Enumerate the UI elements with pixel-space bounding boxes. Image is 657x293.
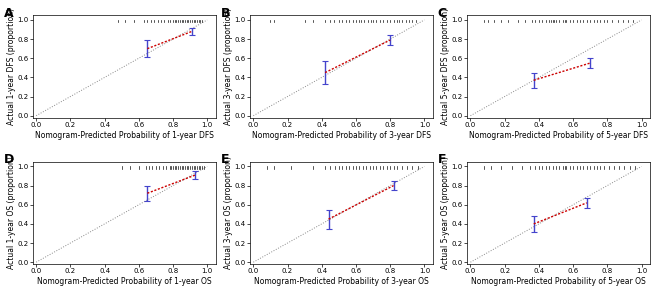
X-axis label: Nomogram-Predicted Probability of 3-year OS: Nomogram-Predicted Probability of 3-year… — [254, 277, 429, 286]
Text: C: C — [438, 7, 447, 20]
X-axis label: Nomogram-Predicted Probability of 3-year DFS: Nomogram-Predicted Probability of 3-year… — [252, 131, 431, 139]
Text: D: D — [3, 154, 14, 166]
X-axis label: Nomogram-Predicted Probability of 1-year OS: Nomogram-Predicted Probability of 1-year… — [37, 277, 212, 286]
Text: A: A — [3, 7, 13, 20]
Y-axis label: Actual 1-year OS (proportion): Actual 1-year OS (proportion) — [7, 156, 16, 269]
Y-axis label: Actual 5-year OS (proportion): Actual 5-year OS (proportion) — [442, 156, 450, 269]
X-axis label: Nomogram-Predicted Probability of 1-year DFS: Nomogram-Predicted Probability of 1-year… — [35, 131, 214, 139]
Text: B: B — [221, 7, 230, 20]
Y-axis label: Actual 3-year OS (proportion): Actual 3-year OS (proportion) — [224, 156, 233, 269]
X-axis label: Nomogram-Predicted Probability of 5-year OS: Nomogram-Predicted Probability of 5-year… — [471, 277, 646, 286]
Text: E: E — [221, 154, 229, 166]
Y-axis label: Actual 3-year DFS (proportion): Actual 3-year DFS (proportion) — [224, 8, 233, 125]
X-axis label: Nomogram-Predicted Probability of 5-year DFS: Nomogram-Predicted Probability of 5-year… — [469, 131, 648, 139]
Y-axis label: Actual 5-year DFS (proportion): Actual 5-year DFS (proportion) — [442, 8, 450, 125]
Text: F: F — [438, 154, 446, 166]
Y-axis label: Actual 1-year DFS (proportion): Actual 1-year DFS (proportion) — [7, 8, 16, 125]
